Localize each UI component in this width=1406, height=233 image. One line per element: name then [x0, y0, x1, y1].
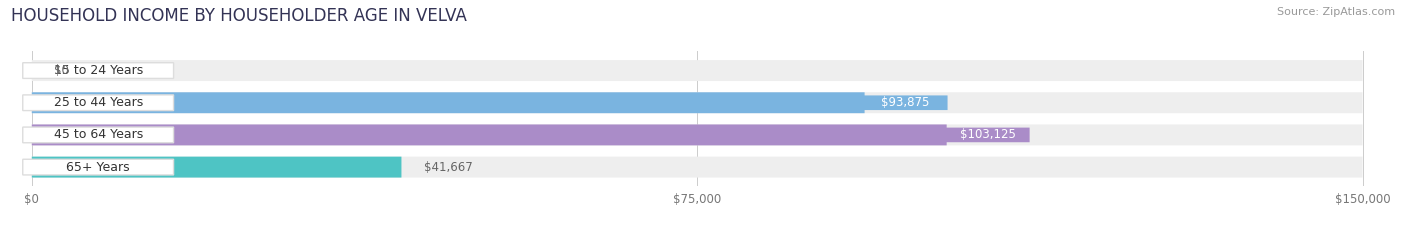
FancyBboxPatch shape [851, 96, 948, 110]
Text: $0: $0 [53, 64, 69, 77]
FancyBboxPatch shape [22, 159, 173, 175]
Text: 25 to 44 Years: 25 to 44 Years [53, 96, 143, 109]
Text: $41,667: $41,667 [423, 161, 472, 174]
Text: HOUSEHOLD INCOME BY HOUSEHOLDER AGE IN VELVA: HOUSEHOLD INCOME BY HOUSEHOLDER AGE IN V… [11, 7, 467, 25]
FancyBboxPatch shape [932, 128, 1029, 142]
FancyBboxPatch shape [32, 157, 402, 178]
FancyBboxPatch shape [32, 92, 1362, 113]
FancyBboxPatch shape [32, 157, 1362, 178]
Text: 45 to 64 Years: 45 to 64 Years [53, 128, 143, 141]
FancyBboxPatch shape [32, 92, 865, 113]
FancyBboxPatch shape [22, 127, 173, 143]
Text: $103,125: $103,125 [960, 128, 1015, 141]
Text: Source: ZipAtlas.com: Source: ZipAtlas.com [1277, 7, 1395, 17]
FancyBboxPatch shape [22, 63, 173, 79]
Text: 15 to 24 Years: 15 to 24 Years [53, 64, 143, 77]
FancyBboxPatch shape [32, 60, 1362, 81]
FancyBboxPatch shape [22, 95, 173, 111]
FancyBboxPatch shape [32, 124, 1362, 145]
Text: $93,875: $93,875 [882, 96, 929, 109]
Text: 65+ Years: 65+ Years [66, 161, 129, 174]
FancyBboxPatch shape [32, 124, 946, 145]
